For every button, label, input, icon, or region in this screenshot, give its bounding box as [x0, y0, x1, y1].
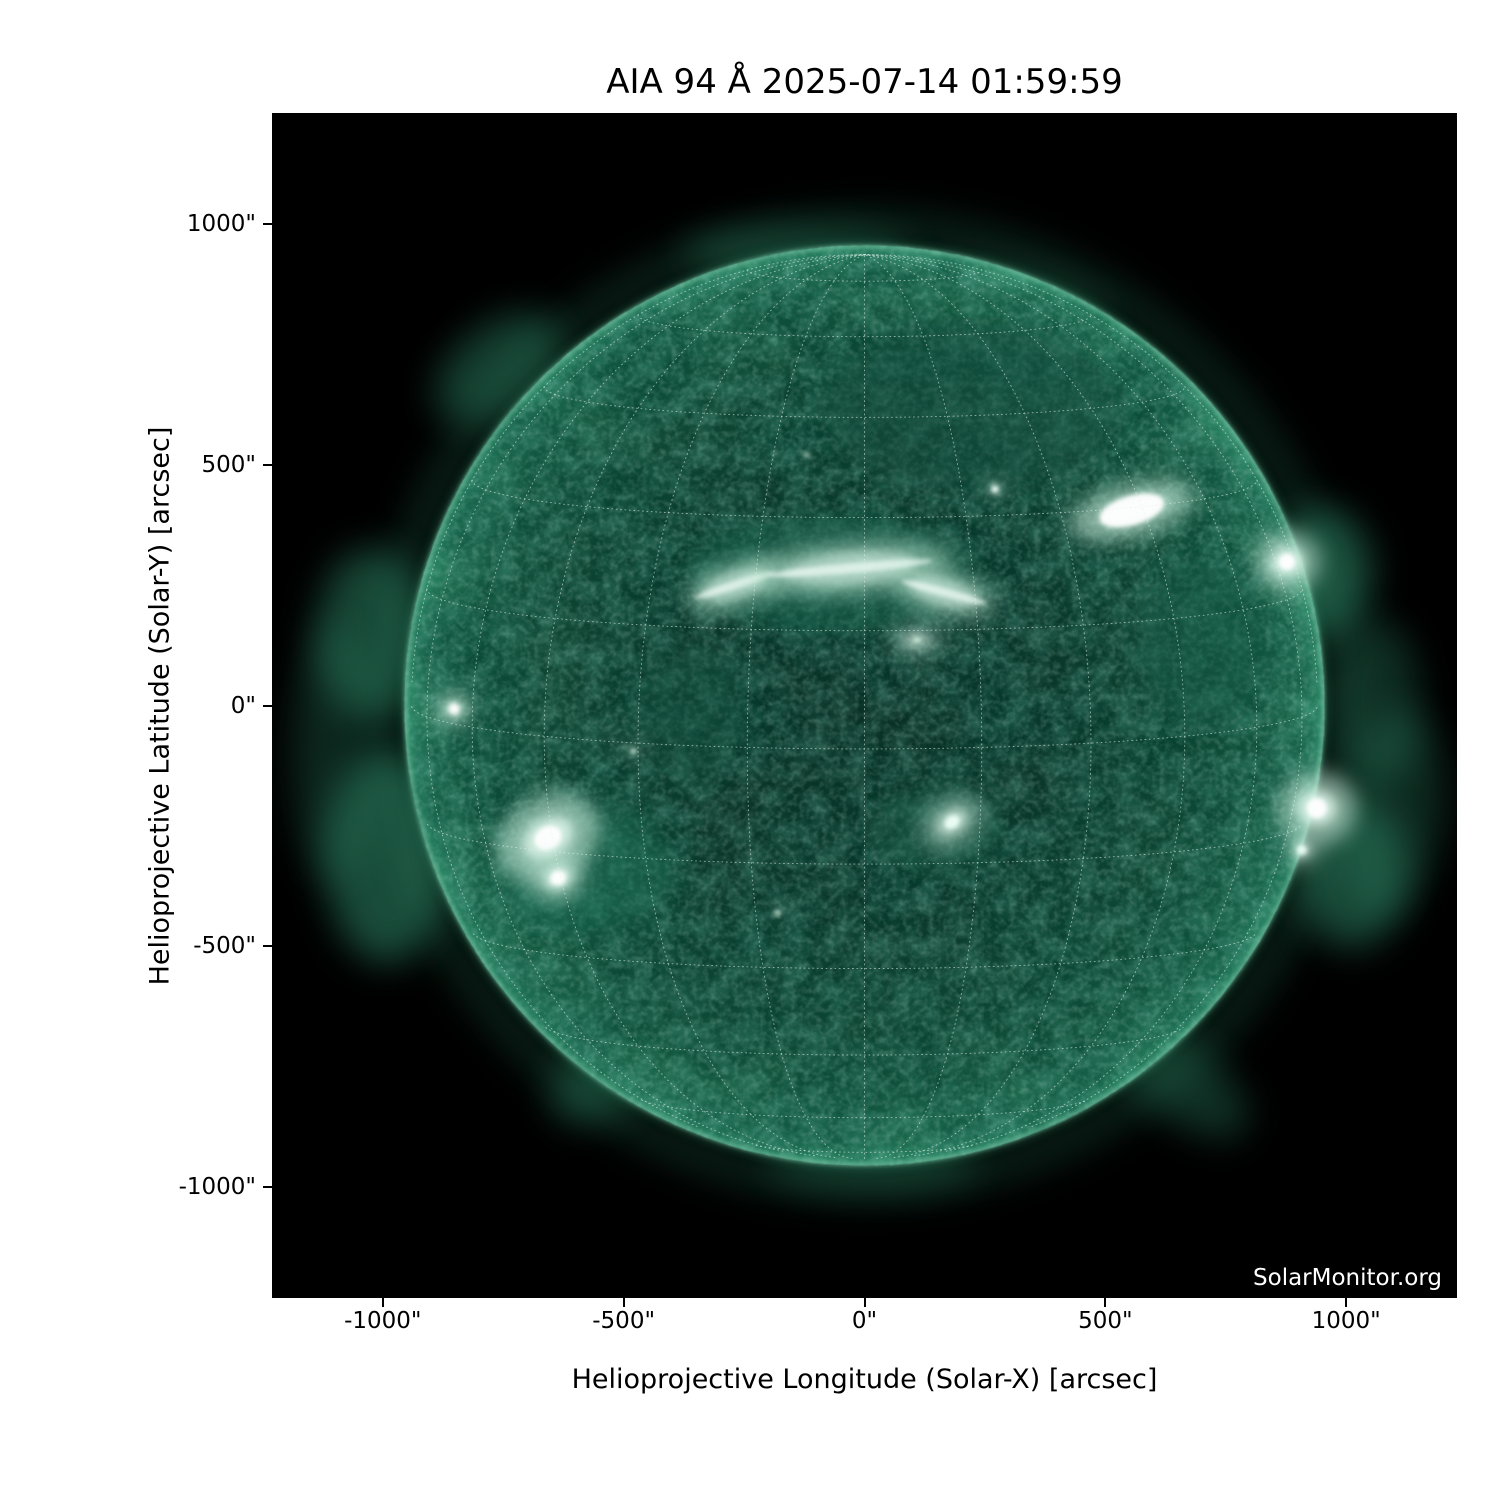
- feature-bright-point: [770, 906, 785, 920]
- x-tick-label: -1000": [344, 1308, 422, 1334]
- y-tick-mark: [263, 463, 272, 466]
- feature-loop-band: [746, 539, 954, 598]
- x-tick-mark: [381, 1298, 384, 1307]
- y-tick-label: 1000": [186, 210, 256, 237]
- y-tick-label: -500": [193, 933, 256, 960]
- feature-bright-point: [625, 743, 642, 759]
- x-tick-label: -500": [592, 1308, 656, 1334]
- x-tick-label: 500": [1078, 1308, 1133, 1334]
- grid-line: [746, 254, 865, 1159]
- feature-active-region: [1069, 479, 1195, 542]
- x-tick-mark: [1345, 1298, 1348, 1307]
- x-tick-label: 1000": [1311, 1308, 1381, 1334]
- grid-line: [864, 254, 1318, 683]
- y-tick-label: 500": [201, 451, 256, 478]
- x-tick-label: 0": [851, 1308, 878, 1334]
- y-tick-label: 0": [230, 692, 256, 719]
- x-tick-mark: [1104, 1298, 1107, 1307]
- x-tick-mark: [622, 1298, 625, 1307]
- watermark: SolarMonitor.org: [1253, 1265, 1442, 1291]
- feature-loop-band: [890, 565, 998, 619]
- grid-line: [471, 254, 865, 1152]
- grid-line: [637, 314, 1092, 338]
- feature-bright-point: [985, 480, 1005, 499]
- plot-area: SolarMonitor.org: [272, 113, 1457, 1298]
- x-axis-label: Helioprojective Longitude (Solar-X) [arc…: [571, 1364, 1158, 1395]
- grid-line: [411, 254, 865, 683]
- grid-line: [543, 386, 1186, 418]
- x-tick-mark: [863, 1298, 866, 1307]
- y-tick-mark: [263, 704, 272, 707]
- feature-bright-point: [436, 692, 472, 726]
- figure-title: AIA 94 Å 2025-07-14 01:59:59: [606, 62, 1123, 102]
- grid-line: [427, 823, 1302, 865]
- active-region-layer: [436, 449, 1356, 920]
- feature-bright-point: [800, 449, 813, 461]
- y-tick-mark: [263, 945, 272, 948]
- feature-active-region: [1254, 531, 1320, 593]
- y-tick-mark: [263, 1186, 272, 1189]
- heliographic-grid: [411, 254, 1318, 1159]
- grid-line: [864, 254, 1258, 1152]
- feature-active-region: [885, 621, 949, 659]
- grid-line: [864, 254, 983, 1159]
- feature-active-region: [532, 854, 584, 901]
- feature-active-region: [1277, 771, 1356, 845]
- feature-active-region: [1284, 833, 1320, 867]
- y-tick-mark: [263, 222, 272, 225]
- solar-image: [272, 113, 1457, 1298]
- y-tick-label: -1000": [178, 1174, 256, 1201]
- feature-active-region: [921, 794, 984, 851]
- grid-line: [545, 1027, 1184, 1056]
- limb-rim: [403, 244, 1326, 1167]
